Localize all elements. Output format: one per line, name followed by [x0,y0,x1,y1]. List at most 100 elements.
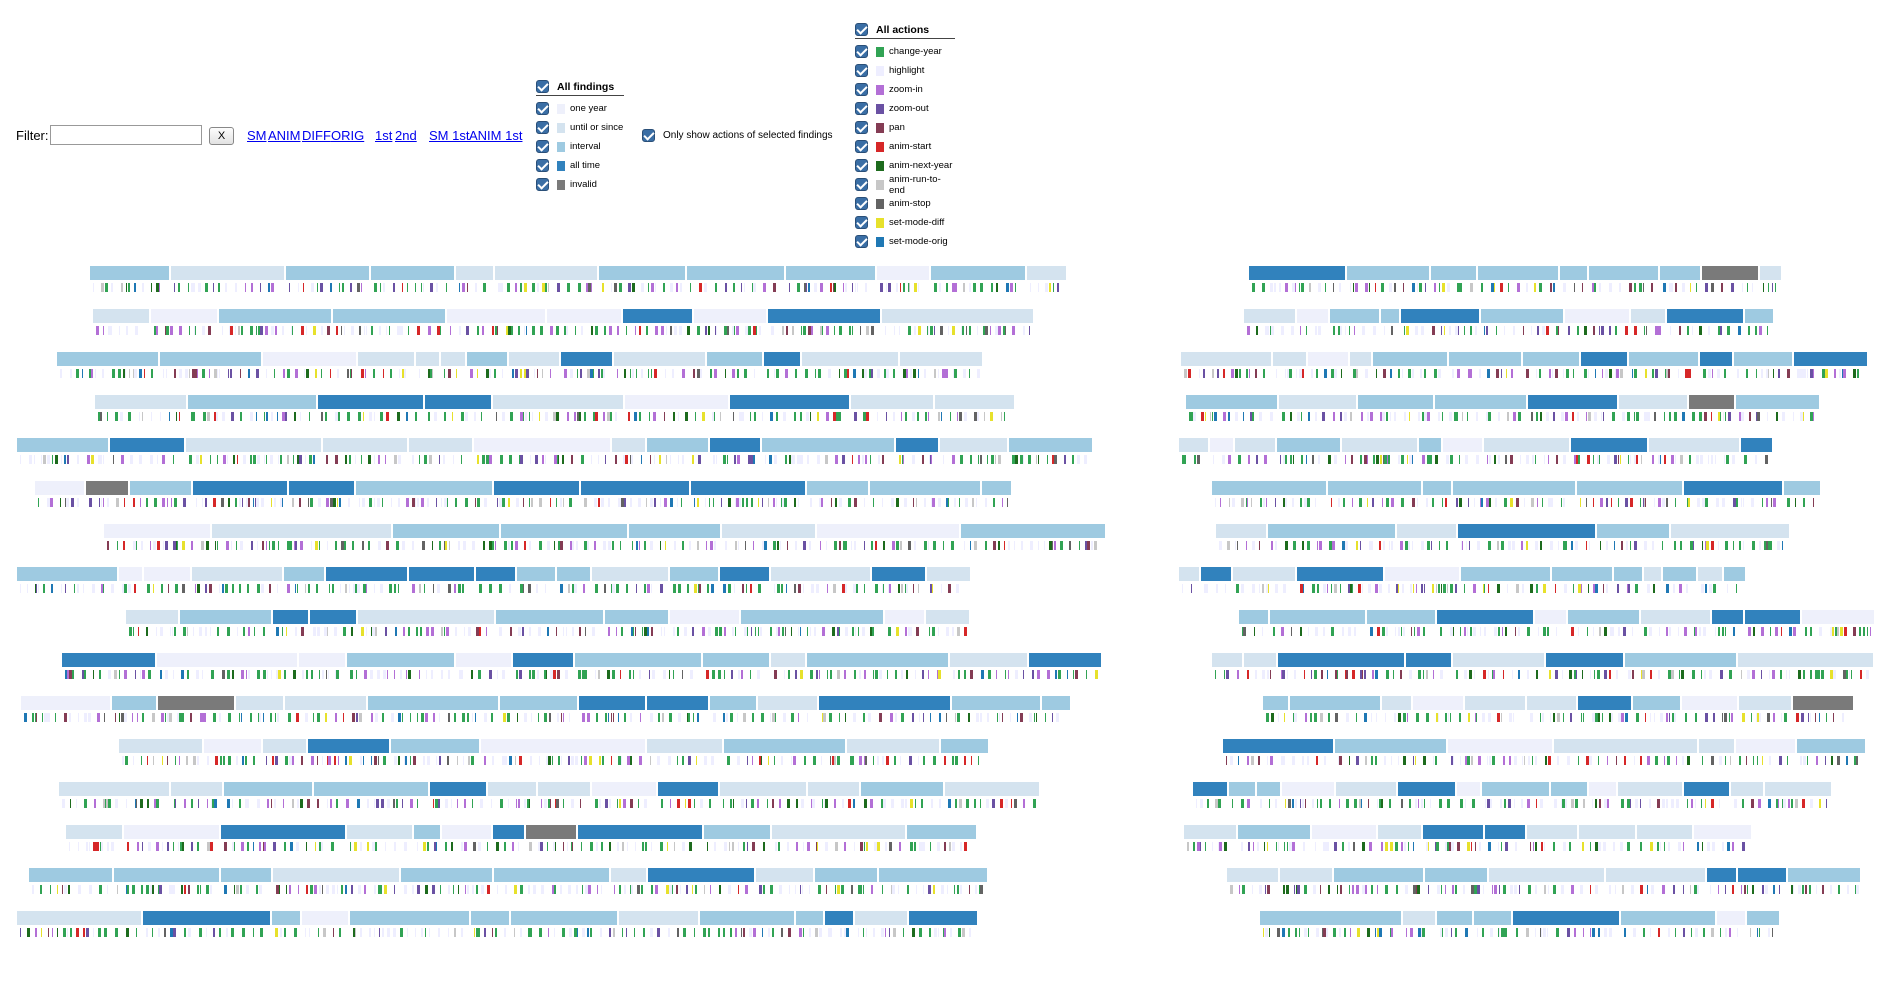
finding-segment[interactable] [224,782,312,796]
finding-segment[interactable] [1297,567,1383,581]
link-anim[interactable]: ANIM [268,128,301,143]
finding-segment[interactable] [221,868,271,882]
finding-segment[interactable] [538,782,590,796]
finding-segment[interactable] [186,438,321,452]
finding-segment[interactable] [619,911,698,925]
finding-segment[interactable] [579,696,645,710]
finding-segment[interactable] [1741,438,1772,452]
finding-segment[interactable] [1381,309,1399,323]
finding-segment[interactable] [409,567,474,581]
link-orig[interactable]: ORIG [331,128,365,143]
finding-segment[interactable] [796,911,823,925]
finding-segment[interactable] [289,481,354,495]
finding-segment[interactable] [710,438,760,452]
finding-segment[interactable] [1637,825,1692,839]
finding-segment[interactable] [764,352,800,366]
finding-segment[interactable] [1797,739,1865,753]
finding-segment[interactable] [1682,696,1737,710]
finding-segment[interactable] [171,266,284,280]
finding-segment[interactable] [119,739,202,753]
finding-segment[interactable] [1474,911,1511,925]
finding-segment[interactable] [1458,524,1595,538]
finding-segment[interactable] [1745,610,1800,624]
finding-segment[interactable] [647,739,722,753]
finding-segment[interactable] [1528,395,1617,409]
finding-segment[interactable] [1577,481,1682,495]
all-findings-checkbox[interactable] [536,80,549,93]
finding-type-checkbox[interactable] [536,178,549,191]
only-actions-checkbox[interactable] [642,129,655,142]
finding-segment[interactable] [509,352,559,366]
action-type-checkbox[interactable] [855,140,868,153]
finding-segment[interactable] [273,868,399,882]
finding-segment[interactable] [1589,266,1658,280]
finding-segment[interactable] [1239,610,1268,624]
finding-segment[interactable] [1631,309,1665,323]
finding-segment[interactable] [815,868,877,882]
finding-segment[interactable] [1667,309,1743,323]
finding-segment[interactable] [1707,868,1736,882]
link-sm-1st[interactable]: SM 1st [429,128,470,143]
finding-segment[interactable] [1453,653,1544,667]
finding-segment[interactable] [1565,309,1629,323]
finding-segment[interactable] [263,352,356,366]
finding-segment[interactable] [310,610,356,624]
clear-filter-button[interactable]: X [209,127,234,145]
finding-segment[interactable] [807,653,948,667]
finding-segment[interactable] [927,567,970,581]
finding-segment[interactable] [1535,610,1566,624]
finding-segment[interactable] [151,309,217,323]
filter-input[interactable] [50,125,202,145]
finding-segment[interactable] [855,911,907,925]
finding-segment[interactable] [192,567,282,581]
finding-segment[interactable] [1257,782,1280,796]
finding-segment[interactable] [1382,696,1411,710]
finding-type-checkbox[interactable] [536,140,549,153]
action-type-checkbox[interactable] [855,178,868,191]
finding-segment[interactable] [1244,653,1276,667]
finding-segment[interactable] [284,567,324,581]
finding-segment[interactable] [1527,696,1576,710]
finding-segment[interactable] [126,610,178,624]
finding-segment[interactable] [204,739,261,753]
link-1st[interactable]: 1st [375,128,393,143]
finding-segment[interactable] [940,438,1007,452]
finding-segment[interactable] [1689,395,1734,409]
finding-segment[interactable] [1802,610,1874,624]
finding-segment[interactable] [1210,438,1233,452]
finding-segment[interactable] [500,696,577,710]
finding-segment[interactable] [786,266,875,280]
finding-segment[interactable] [1660,266,1700,280]
finding-segment[interactable] [95,395,186,409]
finding-segment[interactable] [762,438,894,452]
finding-segment[interactable] [1606,868,1705,882]
finding-type-checkbox[interactable] [536,159,549,172]
finding-segment[interactable] [1482,782,1549,796]
finding-segment[interactable] [1373,352,1447,366]
finding-segment[interactable] [1619,395,1687,409]
finding-segment[interactable] [104,524,210,538]
finding-segment[interactable] [1212,653,1242,667]
all-actions-checkbox[interactable] [855,23,868,36]
action-type-checkbox[interactable] [855,121,868,134]
finding-segment[interactable] [1449,352,1521,366]
finding-segment[interactable] [1731,782,1763,796]
link-anim-1st[interactable]: ANIM 1st [469,128,523,143]
finding-segment[interactable] [1448,739,1552,753]
finding-segment[interactable] [356,481,492,495]
finding-segment[interactable] [1554,739,1697,753]
finding-segment[interactable] [599,266,685,280]
finding-segment[interactable] [323,438,407,452]
finding-segment[interactable] [1717,911,1745,925]
finding-segment[interactable] [493,825,524,839]
finding-segment[interactable] [724,739,845,753]
finding-segment[interactable] [488,782,536,796]
finding-segment[interactable] [495,266,597,280]
finding-segment[interactable] [1263,696,1288,710]
finding-segment[interactable] [1712,610,1743,624]
finding-segment[interactable] [1663,567,1696,581]
finding-segment[interactable] [1793,696,1853,710]
finding-segment[interactable] [212,524,391,538]
finding-segment[interactable] [193,481,287,495]
finding-segment[interactable] [1560,266,1587,280]
